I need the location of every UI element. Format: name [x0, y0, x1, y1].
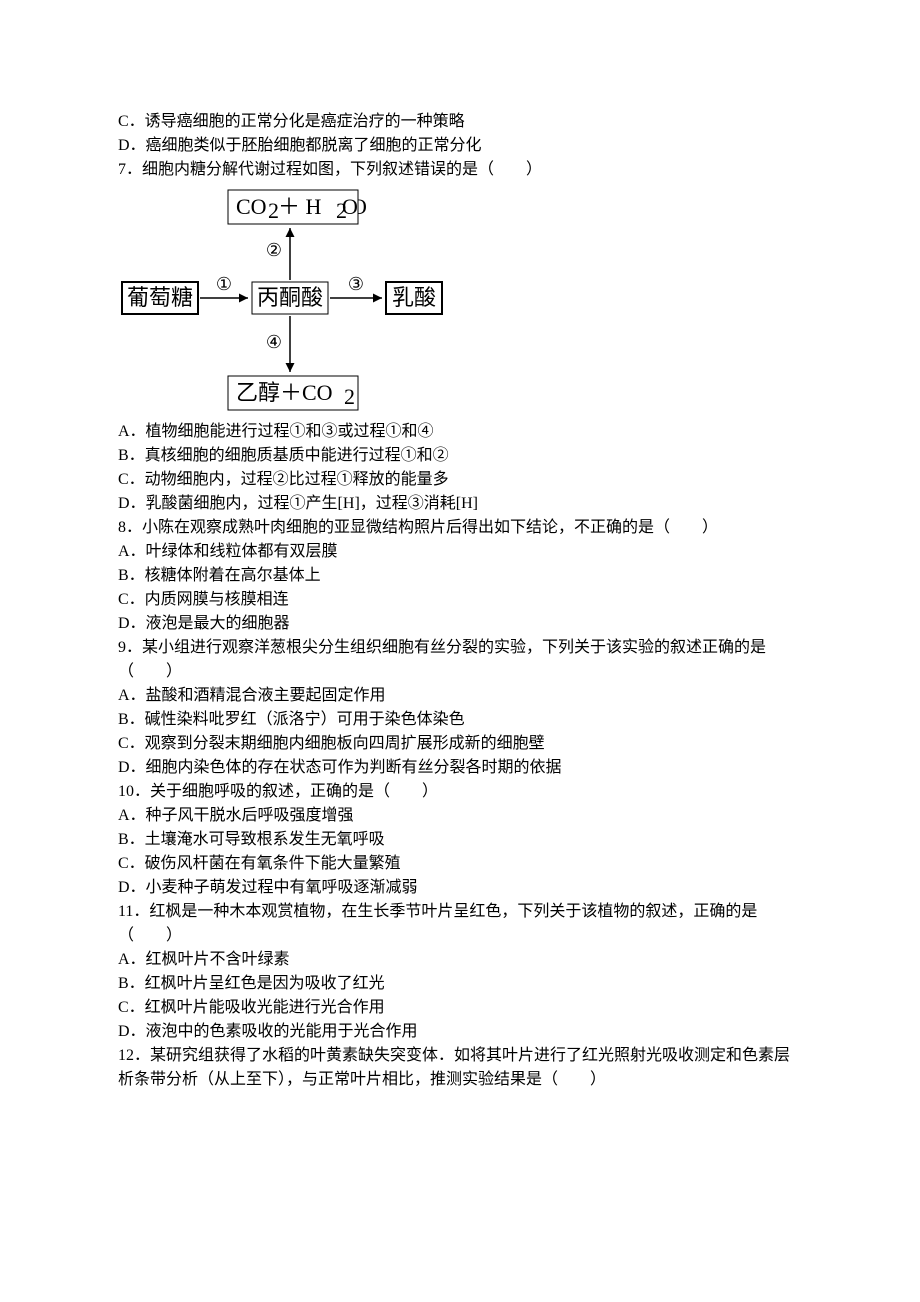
q10-option-a: A．种子风干脱水后呼吸强度增强: [118, 804, 802, 828]
q8-option-a: A．叶绿体和线粒体都有双层膜: [118, 540, 802, 564]
diagram-label-4: ④: [266, 332, 282, 352]
q10-option-c: C．破伤风杆菌在有氧条件下能大量繁殖: [118, 852, 802, 876]
diagram-mid-label: 丙酮酸: [257, 285, 323, 310]
q6-option-c: C．诱导癌细胞的正常分化是癌症治疗的一种策略: [118, 110, 802, 134]
q7-option-a: A．植物细胞能进行过程①和③或过程①和④: [118, 420, 802, 444]
q6-option-d: D．癌细胞类似于胚胎细胞都脱离了细胞的正常分化: [118, 134, 802, 158]
q11-option-b: B．红枫叶片呈红色是因为吸收了红光: [118, 972, 802, 996]
q7-option-d: D．乳酸菌细胞内，过程①产生[H]，过程③消耗[H]: [118, 492, 802, 516]
q12-stem: 12．某研究组获得了水稻的叶黄素缺失突变体．如将其叶片进行了红光照射光吸收测定和…: [118, 1044, 802, 1092]
diagram-label-1: ①: [216, 274, 232, 294]
q8-option-c: C．内质网膜与核膜相连: [118, 588, 802, 612]
q9-option-c: C．观察到分裂末期细胞内细胞板向四周扩展形成新的细胞壁: [118, 732, 802, 756]
svg-text:乙醇: 乙醇: [236, 380, 280, 405]
q7-option-b: B．真核细胞的细胞质基质中能进行过程①和②: [118, 444, 802, 468]
q10-option-d: D．小麦种子萌发过程中有氧呼吸逐渐减弱: [118, 876, 802, 900]
q7-diagram: CO 2 ＋ H 2 O CO 2 ＋ H 2 O 葡萄糖 丙酮酸 乳酸 乙醇 …: [118, 186, 802, 416]
svg-text:＋ H: ＋ H: [278, 194, 322, 219]
diagram-right-label: 乳酸: [392, 285, 436, 310]
svg-text:＋CO: ＋CO: [280, 380, 333, 405]
q8-option-b: B．核糖体附着在高尔基体上: [118, 564, 802, 588]
q9-stem: 9．某小组进行观察洋葱根尖分生组织细胞有丝分裂的实验，下列关于该实验的叙述正确的…: [118, 636, 802, 684]
diagram-label-2: ②: [266, 240, 282, 260]
diagram-left-label: 葡萄糖: [127, 285, 193, 310]
q10-stem: 10．关于细胞呼吸的叙述，正确的是（ ）: [118, 780, 802, 804]
q8-option-d: D．液泡是最大的细胞器: [118, 612, 802, 636]
diagram-label-3: ③: [348, 274, 364, 294]
q8-stem: 8．小陈在观察成熟叶肉细胞的亚显微结构照片后得出如下结论，不正确的是（ ）: [118, 516, 802, 540]
q11-option-a: A．红枫叶片不含叶绿素: [118, 948, 802, 972]
q11-option-c: C．红枫叶片能吸收光能进行光合作用: [118, 996, 802, 1020]
q7-stem: 7．细胞内糖分解代谢过程如图，下列叙述错误的是（ ）: [118, 158, 802, 182]
q10-option-b: B．土壤淹水可导致根系发生无氧呼吸: [118, 828, 802, 852]
q9-option-a: A．盐酸和酒精混合液主要起固定作用: [118, 684, 802, 708]
q11-option-d: D．液泡中的色素吸收的光能用于光合作用: [118, 1020, 802, 1044]
q11-stem: 11．红枫是一种木本观赏植物，在生长季节叶片呈红色，下列关于该植物的叙述，正确的…: [118, 900, 802, 948]
svg-text:CO: CO: [236, 194, 267, 219]
q7-option-c: C．动物细胞内，过程②比过程①释放的能量多: [118, 468, 802, 492]
svg-text:O: O: [342, 194, 358, 219]
q9-option-b: B．碱性染料吡罗红（派洛宁）可用于染色体染色: [118, 708, 802, 732]
q9-option-d: D．细胞内染色体的存在状态可作为判断有丝分裂各时期的依据: [118, 756, 802, 780]
svg-text:2: 2: [344, 384, 355, 409]
